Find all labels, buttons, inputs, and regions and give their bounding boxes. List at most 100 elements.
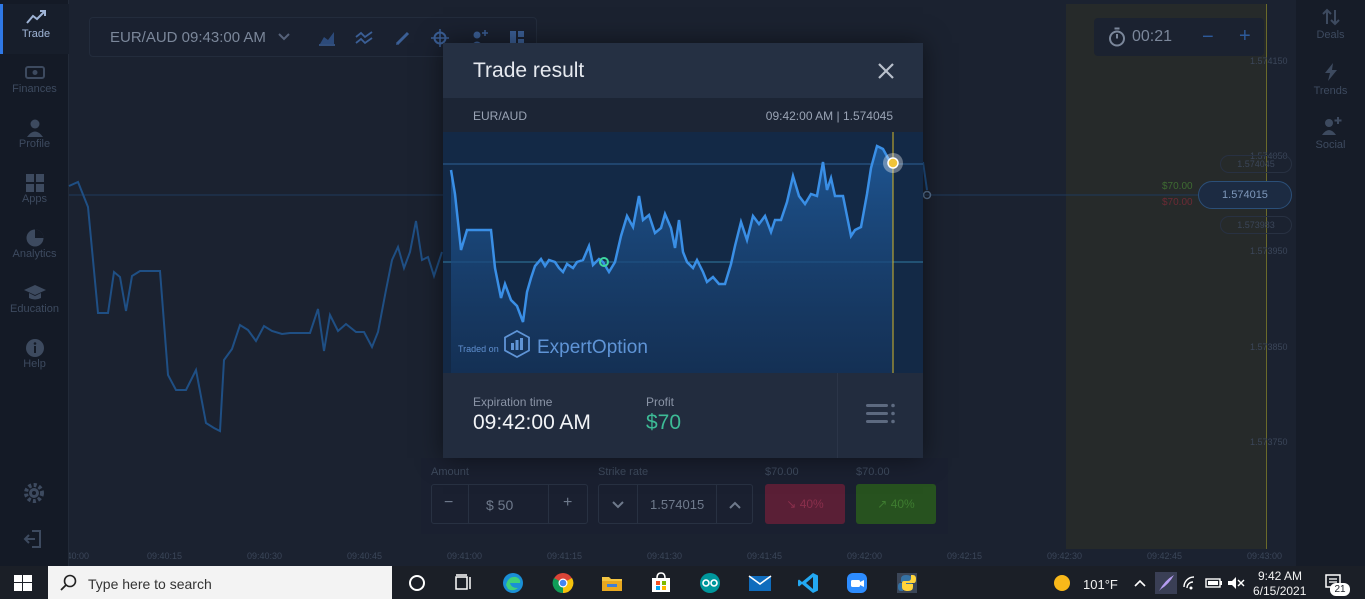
search-placeholder: Type here to search bbox=[88, 576, 212, 592]
expiration-time-label: Expiration time bbox=[473, 395, 553, 409]
taskbar-search-input[interactable]: Type here to search bbox=[48, 566, 392, 599]
tray-app-feather-icon[interactable] bbox=[1155, 572, 1177, 594]
time-tick: 09:41:45 bbox=[747, 551, 783, 561]
time-tick: 09:40:30 bbox=[247, 551, 283, 561]
rightbar-item-label: Trends bbox=[1313, 85, 1348, 97]
traded-on-label: Traded on bbox=[458, 344, 499, 354]
windows-taskbar: Type here to search 101°F 9:42 AM 6/15/2… bbox=[0, 566, 1365, 599]
time-tick: 09:42:15 bbox=[947, 551, 983, 561]
sidebar-item-label: Analytics bbox=[12, 248, 57, 260]
time-tick: 09:43:00 bbox=[1247, 551, 1283, 561]
chevron-down-icon[interactable] bbox=[611, 498, 625, 516]
left-sidebar: Trade Finances Profile Apps Analytics Ed… bbox=[0, 0, 69, 566]
windows-start-icon[interactable] bbox=[14, 575, 32, 596]
up-amount-label: $70.00 bbox=[1162, 181, 1193, 192]
notification-count-badge: 21 bbox=[1330, 583, 1350, 596]
entry-point-marker bbox=[599, 257, 609, 267]
rightbar-item-social[interactable]: Social bbox=[1296, 116, 1365, 151]
result-footer: Expiration time 09:42:00 AM Profit $70 bbox=[443, 373, 923, 458]
arduino-icon[interactable] bbox=[699, 572, 721, 594]
arrow-down-icon: ↘ bbox=[786, 497, 797, 511]
background-price-line bbox=[68, 180, 443, 433]
layout-grid-icon[interactable] bbox=[508, 29, 526, 47]
up-percent: 40% bbox=[890, 497, 915, 511]
sell-down-button[interactable]: ↘ 40% bbox=[765, 484, 845, 524]
sort-arrows-icon bbox=[1296, 8, 1365, 29]
sidebar-item-finances[interactable]: Finances bbox=[0, 59, 69, 109]
battery-icon[interactable] bbox=[1204, 572, 1226, 594]
amount-minus-button[interactable]: − bbox=[444, 494, 454, 511]
task-view-icon[interactable] bbox=[453, 572, 475, 594]
time-tick: 09:42:45 bbox=[1147, 551, 1183, 561]
crosshair-icon[interactable] bbox=[431, 29, 449, 47]
sidebar-item-trade[interactable]: Trade bbox=[0, 4, 69, 54]
sidebar-item-profile[interactable]: Profile bbox=[0, 114, 69, 164]
chevron-up-icon[interactable] bbox=[728, 498, 742, 516]
result-asset: EUR/AUD bbox=[473, 109, 528, 123]
strike-rate-input[interactable]: 1.574015 bbox=[650, 497, 705, 512]
lower-price-pill: 1.573983 bbox=[1220, 216, 1292, 234]
trade-result-modal: Trade result EUR/AUD 09:42:00 AM | 1.574… bbox=[443, 43, 923, 458]
sidebar-item-help[interactable]: Help bbox=[0, 334, 69, 384]
down-percent: 40% bbox=[799, 497, 824, 511]
timer-plus-button[interactable]: + bbox=[1239, 25, 1251, 47]
sidebar-item-label: Trade bbox=[21, 28, 51, 40]
indicators-icon[interactable] bbox=[355, 29, 373, 47]
amount-input[interactable]: $ 50 bbox=[486, 497, 514, 513]
pencil-icon[interactable] bbox=[394, 29, 412, 47]
vscode-icon[interactable] bbox=[797, 572, 819, 594]
mail-icon[interactable] bbox=[748, 572, 772, 594]
sidebar-item-analytics[interactable]: Analytics bbox=[0, 224, 69, 274]
stopwatch-icon bbox=[1108, 27, 1126, 52]
strike-rate-stepper[interactable]: 1.574015 bbox=[598, 484, 753, 524]
asset-selector[interactable]: EUR/AUD 09:43:00 AM bbox=[110, 29, 266, 46]
zoom-icon[interactable] bbox=[846, 572, 868, 594]
sidebar-item-education[interactable]: Education bbox=[0, 279, 69, 329]
user-icon bbox=[0, 114, 69, 138]
logout-icon[interactable] bbox=[22, 527, 46, 551]
chevron-up-icon[interactable] bbox=[1132, 572, 1154, 594]
sidebar-item-apps[interactable]: Apps bbox=[0, 169, 69, 219]
info-icon bbox=[0, 334, 69, 358]
rightbar-item-label: Deals bbox=[1316, 29, 1345, 41]
cortana-icon[interactable] bbox=[406, 572, 428, 594]
result-chart: Traded on ExpertOption bbox=[443, 132, 923, 373]
clock-date[interactable]: 6/15/2021 bbox=[1253, 584, 1307, 598]
wifi-icon[interactable] bbox=[1182, 572, 1204, 594]
up-payout-label: $70.00 bbox=[856, 466, 890, 478]
edge-browser-icon[interactable] bbox=[502, 572, 524, 594]
weather-temperature[interactable]: 101°F bbox=[1083, 577, 1118, 592]
chart-type-icon[interactable] bbox=[318, 29, 336, 47]
rightbar-item-trends[interactable]: Trends bbox=[1296, 62, 1365, 97]
chevron-down-icon[interactable] bbox=[276, 29, 294, 47]
settings-gear-icon[interactable] bbox=[22, 481, 46, 505]
close-icon[interactable] bbox=[875, 60, 897, 82]
right-sidebar: Deals Trends Social bbox=[1296, 0, 1365, 566]
clock-time[interactable]: 9:42 AM bbox=[1258, 569, 1303, 583]
lightning-icon bbox=[1296, 62, 1365, 85]
amount-stepper[interactable]: − $ 50 + bbox=[431, 484, 588, 524]
file-explorer-icon[interactable] bbox=[601, 572, 623, 594]
expiration-timer: 00:21 − + bbox=[1094, 18, 1264, 56]
list-menu-icon bbox=[866, 403, 896, 430]
amount-label: Amount bbox=[431, 466, 469, 478]
current-price-badge: 1.574015 bbox=[1198, 181, 1292, 209]
down-amount-label: $70.00 bbox=[1162, 197, 1193, 208]
amount-plus-button[interactable]: + bbox=[563, 494, 573, 511]
timer-minus-button[interactable]: − bbox=[1202, 26, 1214, 48]
rightbar-item-deals[interactable]: Deals bbox=[1296, 8, 1365, 41]
arrow-up-icon: ↗ bbox=[877, 497, 888, 511]
volume-icon[interactable] bbox=[1226, 572, 1248, 594]
time-tick: 09:41:15 bbox=[547, 551, 583, 561]
store-icon[interactable] bbox=[650, 572, 672, 594]
python-icon[interactable] bbox=[896, 572, 918, 594]
strike-rate-label: Strike rate bbox=[598, 466, 649, 478]
rightbar-item-label: Social bbox=[1315, 139, 1346, 151]
result-time-price: 09:42:00 AM | 1.574045 bbox=[765, 109, 893, 123]
buy-up-button[interactable]: ↗ 40% bbox=[856, 484, 936, 524]
details-menu-button[interactable] bbox=[837, 373, 923, 458]
weather-sun-icon[interactable] bbox=[1051, 572, 1073, 594]
time-tick: 09:41:30 bbox=[647, 551, 683, 561]
price-tick: 1.574050 bbox=[1250, 151, 1288, 161]
chrome-browser-icon[interactable] bbox=[552, 572, 574, 594]
